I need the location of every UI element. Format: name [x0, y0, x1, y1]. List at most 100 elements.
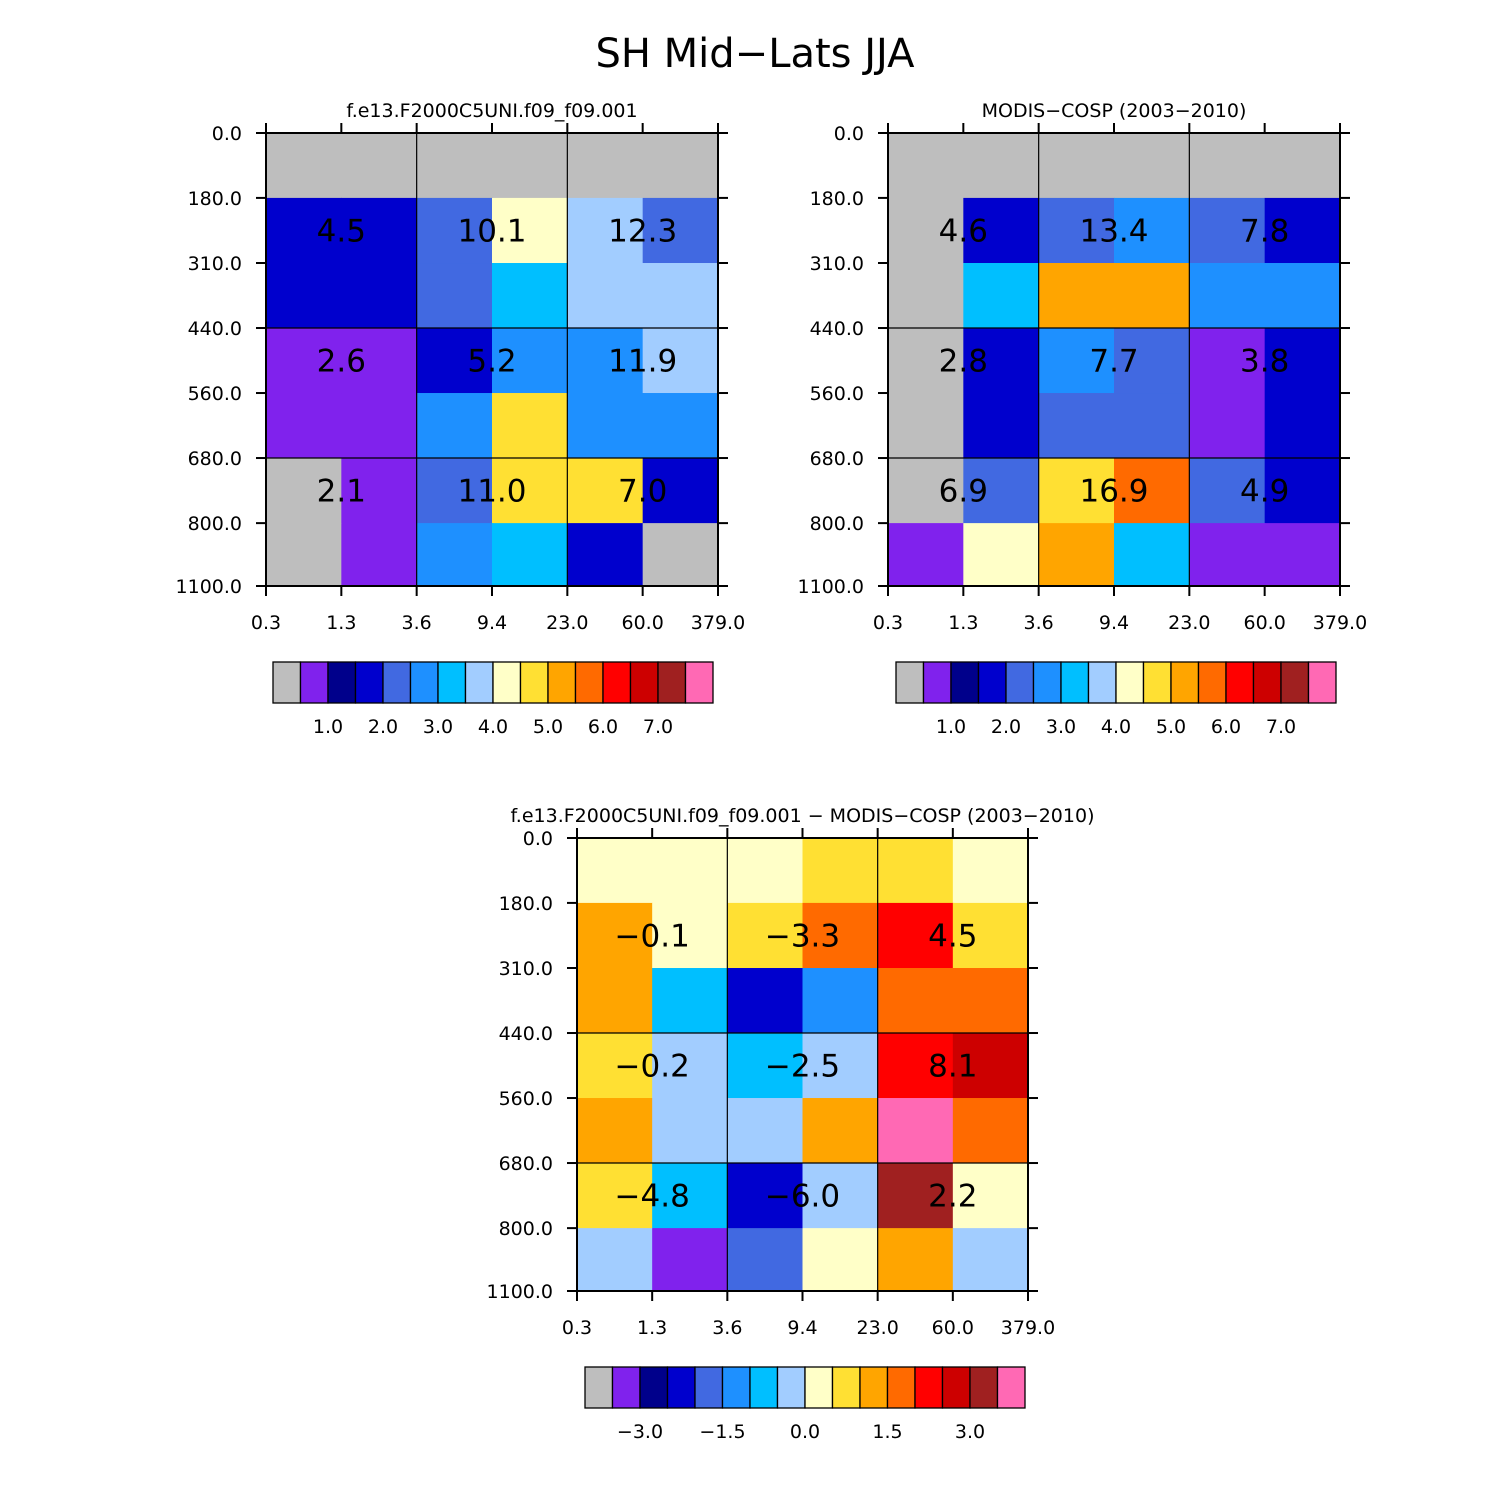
colorbar-swatch	[354, 661, 384, 704]
colorbar-swatch	[574, 661, 604, 704]
heatmap-cell	[642, 133, 719, 199]
colorbar-swatch	[299, 661, 329, 704]
y-tick-label: 180.0	[188, 188, 242, 210]
x-tick-label: 9.4	[1099, 612, 1129, 634]
x-tick-label: 23.0	[1168, 612, 1210, 634]
heatmap-cell	[1114, 197, 1190, 264]
heatmap-cell	[652, 902, 728, 969]
y-tick-label: 1100.0	[798, 576, 864, 598]
x-tick-label: 379.0	[691, 612, 745, 634]
heatmap-cell	[1114, 133, 1190, 199]
y-tick-label: 680.0	[188, 448, 242, 470]
panel-observations: MODIS−COSP (2003−2010) 0.0 180.0 310.0 440.0…	[798, 100, 1368, 738]
colorbar-swatch	[1115, 661, 1145, 704]
colorbar-swatch	[519, 661, 549, 704]
x-tick-label: 0.3	[873, 612, 903, 634]
colorbar-swatch	[272, 661, 302, 704]
colorbar-swatch	[602, 661, 632, 704]
colorbar-tick-label: 1.0	[313, 716, 343, 738]
colorbar-tick-label: 4.0	[478, 716, 508, 738]
colorbar-tick-label: 3.0	[423, 716, 453, 738]
x-tick-label: 0.3	[562, 1317, 592, 1339]
heatmap-cell	[416, 393, 493, 459]
heatmap-cell	[341, 133, 418, 199]
x-tick-label: 60.0	[1244, 612, 1286, 634]
panel-model: f.e13.F2000C5UNI.f09_f09.001 0.0 180.0 310.…	[176, 100, 746, 738]
heatmap-cell	[888, 393, 964, 459]
colorbar-swatch	[409, 661, 439, 704]
heatmap-cell	[1114, 458, 1190, 524]
cell-value-label: −3.3	[765, 918, 840, 954]
y-tick-label: 1100.0	[176, 576, 242, 598]
y-tick-label: 560.0	[810, 383, 864, 405]
heatmap-cell	[642, 197, 719, 264]
heatmap-cell	[266, 197, 342, 264]
cell-value-label: 11.0	[457, 474, 526, 510]
colorbar-tick-label: 7.0	[643, 716, 673, 738]
colorbar-swatch	[776, 1366, 806, 1409]
heatmap-cell	[1114, 523, 1190, 587]
heatmap-cell	[802, 838, 879, 904]
cell-value-label: 6.9	[939, 474, 988, 510]
heatmap-cell	[1114, 393, 1190, 459]
y-tick-label: 680.0	[810, 448, 864, 470]
heatmap-cell	[1038, 523, 1115, 587]
heatmap-cell	[888, 458, 964, 524]
heatmap-cell	[727, 838, 804, 904]
colorbar-tick-label: 3.0	[1046, 716, 1076, 738]
colorbar-swatch	[950, 661, 980, 704]
colorbar-swatch	[1032, 661, 1062, 704]
colorbar-tick-label: 1.0	[936, 716, 966, 738]
colorbar-tick-label: −1.5	[699, 1421, 745, 1443]
colorbar-swatch	[437, 661, 467, 704]
heatmap-cell	[577, 1228, 653, 1292]
heatmap-cell	[1038, 263, 1115, 329]
heatmap-cell	[963, 263, 1040, 329]
heatmap-cell	[492, 263, 568, 329]
heatmap-cell	[416, 263, 493, 329]
colorbar-tick-label: −3.0	[617, 1421, 663, 1443]
heatmap-cell	[266, 328, 342, 394]
x-tick-label: 60.0	[932, 1317, 974, 1339]
heatmap-cell	[888, 523, 964, 587]
figure-title: SH Mid−Lats JJA	[595, 31, 915, 77]
panel-title: f.e13.F2000C5UNI.f09_f09.001 − MODIS−COS…	[511, 805, 1095, 827]
colorbar-swatch	[1005, 661, 1035, 704]
heatmap-cell	[952, 1098, 1029, 1164]
heatmap-cell	[727, 1228, 804, 1292]
y-tick-label: 180.0	[810, 188, 864, 210]
x-tick-label: 60.0	[622, 612, 664, 634]
colorbar-swatch	[639, 1366, 669, 1409]
cell-value-label: 10.1	[457, 213, 526, 249]
x-tick-label: 379.0	[1313, 612, 1367, 634]
heatmap-cell	[1114, 263, 1190, 329]
heatmap-cell	[952, 968, 1029, 1034]
heatmap-cell	[341, 263, 418, 329]
colorbar-tick-label: 5.0	[533, 716, 563, 738]
heatmap-cell	[567, 328, 644, 394]
y-tick-label: 310.0	[499, 958, 553, 980]
x-tick-label: 3.6	[402, 612, 432, 634]
heatmap-cell	[642, 458, 719, 524]
cell-value-label: −4.8	[615, 1179, 690, 1215]
heatmap-cell	[802, 968, 879, 1034]
heatmap-cell	[727, 968, 804, 1034]
heatmap-cell	[416, 133, 493, 199]
heatmap-cell	[341, 328, 418, 394]
heatmap-cell	[963, 197, 1040, 264]
heatmap-cell	[1189, 393, 1266, 459]
heatmap-cell	[266, 263, 342, 329]
colorbar-swatch	[886, 1366, 916, 1409]
heatmap-cell	[652, 1033, 728, 1099]
heatmap-cell	[577, 968, 653, 1034]
colorbar-swatch	[996, 1366, 1026, 1409]
x-tick-label: 3.6	[1024, 612, 1054, 634]
heatmap-cell	[652, 1228, 728, 1292]
x-tick-label: 1.3	[326, 612, 356, 634]
colorbar-tick-label: 4.0	[1101, 716, 1131, 738]
colorbar-swatch	[969, 1366, 999, 1409]
heatmap-cell	[266, 393, 342, 459]
heatmap-cell	[416, 328, 493, 394]
heatmap-cell	[416, 523, 493, 587]
